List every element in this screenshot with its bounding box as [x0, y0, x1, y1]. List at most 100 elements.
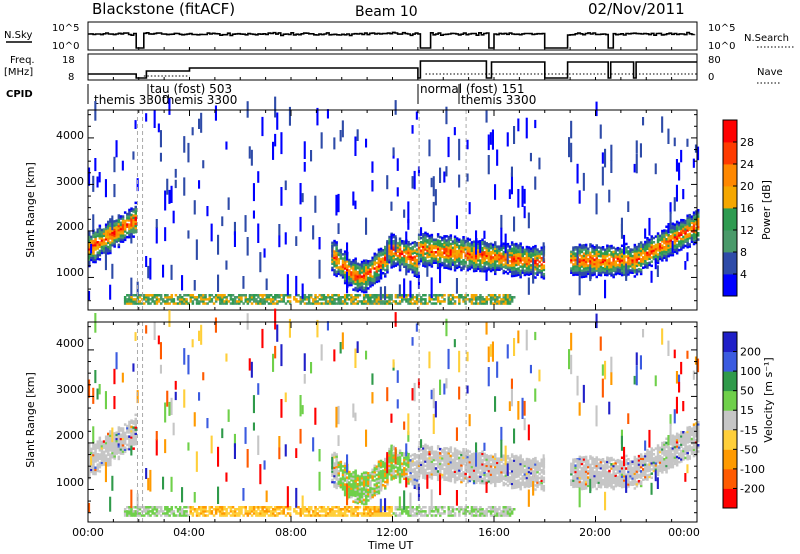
radar-cell [172, 210, 175, 224]
radar-cell [390, 461, 393, 464]
radar-cell [409, 255, 412, 258]
radar-cell [451, 252, 455, 256]
radar-cell [111, 447, 114, 451]
radar-cell [354, 298, 357, 301]
radar-cell [513, 255, 516, 259]
radar-cell [265, 506, 269, 509]
radar-cell [115, 229, 118, 233]
radar-cell [515, 259, 518, 262]
radar-cell [597, 273, 601, 276]
radar-cell [153, 514, 157, 517]
power-ytick-2000: 2000 [56, 220, 84, 233]
radar-cell [365, 269, 368, 273]
radar-cell [498, 302, 501, 305]
radar-cell [576, 267, 579, 270]
radar-cell [343, 506, 347, 509]
radar-cell [185, 506, 188, 509]
radar-cell [396, 462, 400, 465]
radar-cell [688, 245, 691, 248]
radar-cell [329, 302, 332, 305]
radar-cell [117, 457, 121, 461]
radar-cell [221, 296, 224, 299]
radar-cell [276, 302, 279, 305]
radar-cell [384, 487, 387, 490]
radar-cell [350, 260, 353, 264]
radar-cell [697, 223, 700, 227]
radar-cell [576, 271, 579, 274]
radar-cell [690, 225, 694, 229]
radar-cell [104, 234, 108, 237]
radar-cell [432, 238, 436, 241]
radar-cell [352, 261, 355, 264]
radar-cell [252, 510, 256, 513]
radar-cell [343, 267, 347, 270]
radar-cell [631, 261, 634, 264]
radar-cell [132, 208, 135, 211]
radar-cell [386, 266, 389, 270]
radar-cell [606, 267, 609, 270]
radar-cell [100, 251, 104, 255]
radar-cell [295, 510, 298, 513]
radar-cell [92, 462, 95, 465]
radar-cell [356, 491, 360, 494]
radar-cell [348, 265, 351, 268]
radar-cell [352, 275, 355, 279]
radar-cell [447, 252, 450, 256]
radar-cell [517, 252, 520, 256]
radar-cell [337, 472, 340, 475]
radar-cell [443, 258, 446, 261]
radar-cell [183, 136, 186, 153]
radar-cell [508, 253, 512, 257]
radar-cell [123, 298, 127, 301]
radar-cell [475, 261, 478, 264]
radar-cell [109, 247, 112, 250]
radar-cell [620, 269, 624, 273]
radar-cell [221, 514, 224, 517]
radar-cell [398, 256, 402, 259]
radar-cell [198, 302, 201, 305]
radar-cell [379, 262, 383, 265]
radar-cell [339, 269, 343, 273]
radar-cell [307, 294, 311, 297]
radar-cell [527, 277, 530, 295]
radar-cell [236, 302, 239, 305]
radar-cell [684, 225, 687, 229]
radar-cell [107, 457, 110, 461]
radar-cell [449, 300, 453, 303]
radar-cell [477, 302, 480, 305]
radar-cell [455, 256, 459, 259]
radar-cell [688, 236, 691, 240]
radar-cell [352, 302, 355, 305]
radar-cell [635, 270, 639, 274]
radar-cell [576, 247, 579, 266]
radar-cell [633, 264, 637, 268]
radar-cell [88, 445, 91, 448]
radar-cell [445, 256, 448, 259]
radar-cell [90, 468, 93, 472]
radar-cell [365, 429, 368, 447]
radar-cell [371, 392, 374, 404]
radar-cell [132, 426, 135, 429]
radar-cell [534, 244, 537, 248]
radar-cell [379, 300, 383, 303]
radar-cell [274, 514, 277, 517]
radar-cell [426, 302, 429, 305]
radar-cell [540, 252, 543, 256]
radar-cell [92, 214, 95, 231]
radar-cell [420, 463, 423, 466]
radar-cell [401, 506, 404, 509]
radar-cell [625, 261, 628, 264]
radar-cell [343, 252, 347, 255]
radar-cell [121, 427, 125, 430]
radar-cell [673, 223, 677, 226]
radar-cell [623, 269, 626, 272]
radar-cell [373, 493, 376, 497]
radar-cell [409, 298, 412, 301]
radar-cell [432, 176, 435, 197]
radar-cell [198, 118, 201, 129]
radar-cell [341, 469, 345, 472]
radar-cell [343, 487, 347, 490]
radar-cell [466, 252, 469, 255]
radar-cell [286, 296, 290, 299]
radar-cell [682, 189, 685, 200]
